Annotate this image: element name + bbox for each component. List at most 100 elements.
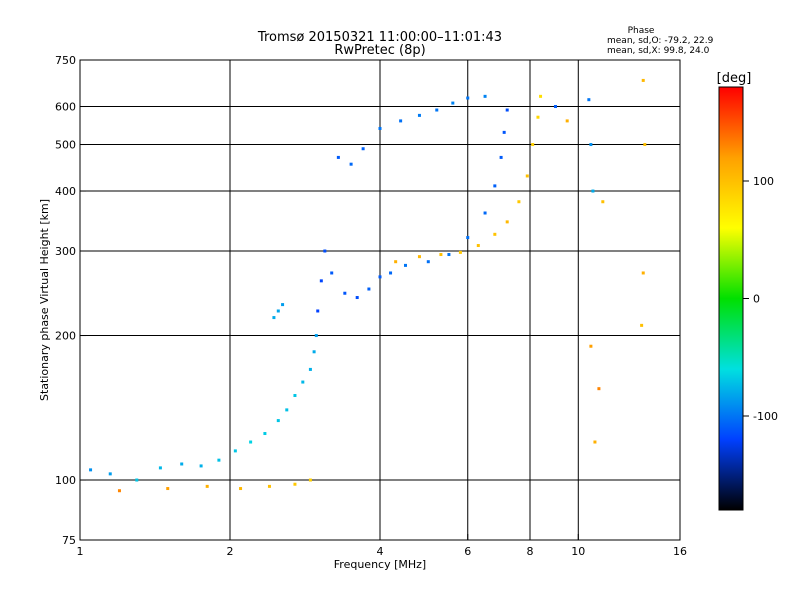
- data-point: [267, 484, 271, 488]
- data-point: [272, 316, 276, 320]
- data-point: [367, 287, 371, 291]
- data-point: [276, 309, 280, 313]
- data-point: [426, 260, 430, 264]
- data-point: [117, 489, 121, 493]
- x-tick-label: 2: [227, 545, 234, 558]
- data-point: [417, 255, 421, 259]
- x-axis-label: Frequency [MHz]: [334, 558, 426, 571]
- colorbar-tick-label: 100: [753, 175, 774, 188]
- data-point: [483, 94, 487, 98]
- data-point: [439, 253, 443, 257]
- data-point: [505, 220, 509, 224]
- data-point: [593, 440, 597, 444]
- data-point: [355, 296, 359, 300]
- y-tick-label: 100: [55, 474, 76, 487]
- phase-stats-o: mean, sd,O: -79.2, 22.9: [607, 36, 714, 46]
- y-tick-label: 600: [55, 101, 76, 114]
- data-point: [293, 394, 297, 398]
- data-point: [285, 408, 289, 412]
- data-point: [312, 350, 316, 354]
- data-point: [641, 78, 645, 82]
- y-tick-label: 500: [55, 139, 76, 152]
- data-point: [166, 487, 170, 491]
- data-point: [643, 143, 647, 147]
- data-point: [447, 253, 451, 257]
- data-point: [403, 263, 407, 267]
- data-point: [263, 432, 267, 436]
- data-point: [483, 211, 487, 215]
- data-point: [517, 200, 521, 204]
- data-point: [89, 468, 93, 472]
- data-point: [589, 344, 593, 348]
- data-point: [389, 271, 393, 275]
- data-point: [276, 419, 280, 423]
- data-point: [378, 275, 382, 279]
- data-point: [466, 236, 470, 240]
- data-point: [233, 449, 237, 453]
- y-tick-label: 750: [55, 54, 76, 67]
- data-point: [641, 271, 645, 275]
- data-point: [597, 387, 601, 391]
- data-point: [323, 249, 327, 253]
- data-point: [349, 162, 353, 166]
- data-point: [308, 367, 312, 371]
- colorbar-label: [deg]: [717, 71, 752, 86]
- data-point: [158, 466, 162, 470]
- data-point: [591, 189, 595, 193]
- data-point: [314, 334, 318, 338]
- x-tick-label: 8: [527, 545, 534, 558]
- data-point: [205, 484, 209, 488]
- data-point: [417, 113, 421, 117]
- data-point: [601, 200, 605, 204]
- colorbar-tick-label: -100: [753, 410, 778, 423]
- data-point: [589, 143, 593, 147]
- data-point: [343, 291, 347, 295]
- data-point: [505, 108, 509, 112]
- grid-lines: [80, 60, 680, 540]
- data-point: [539, 94, 543, 98]
- data-point: [135, 478, 139, 482]
- phase-stats-title: Phase: [628, 26, 655, 36]
- x-tick-label: 10: [571, 545, 585, 558]
- data-point: [330, 271, 334, 275]
- data-point: [466, 96, 470, 100]
- data-point: [493, 232, 497, 236]
- chart-title: Tromsø 20150321 11:00:00–11:01:43: [257, 30, 502, 45]
- data-point: [451, 101, 455, 105]
- data-point: [336, 155, 340, 159]
- colorbar: [718, 86, 744, 511]
- data-point: [531, 143, 535, 147]
- data-points: [89, 78, 647, 493]
- data-point: [499, 155, 503, 159]
- data-point: [435, 108, 439, 112]
- x-tick-label: 16: [673, 545, 687, 558]
- y-tick-label: 300: [55, 245, 76, 258]
- chart-subtitle: RwPretec (8p): [334, 43, 425, 58]
- data-point: [587, 98, 591, 102]
- data-point: [316, 309, 320, 313]
- x-tick-label: 6: [464, 545, 471, 558]
- y-axis-label: Stationary phase Virtual Height [km]: [38, 199, 51, 401]
- data-point: [399, 119, 403, 123]
- y-tick-label: 400: [55, 185, 76, 198]
- data-point: [301, 380, 305, 384]
- data-point: [108, 472, 112, 476]
- y-tick-label: 200: [55, 330, 76, 343]
- data-point: [249, 440, 253, 444]
- data-point: [319, 279, 323, 283]
- colorbar-ticks: 100 0 -100: [743, 175, 778, 423]
- data-point: [239, 487, 243, 491]
- data-point: [565, 119, 569, 123]
- data-point: [536, 115, 540, 119]
- data-point: [217, 458, 221, 462]
- data-point: [493, 184, 497, 188]
- data-point: [394, 260, 398, 264]
- data-point: [308, 478, 312, 482]
- data-point: [502, 130, 506, 134]
- colorbar-tick-label: 0: [753, 293, 760, 306]
- data-point: [476, 244, 480, 248]
- data-point: [378, 126, 382, 130]
- data-point: [525, 174, 529, 178]
- y-axis-ticks: 75 100 200 300 400 500 600 750: [55, 54, 86, 547]
